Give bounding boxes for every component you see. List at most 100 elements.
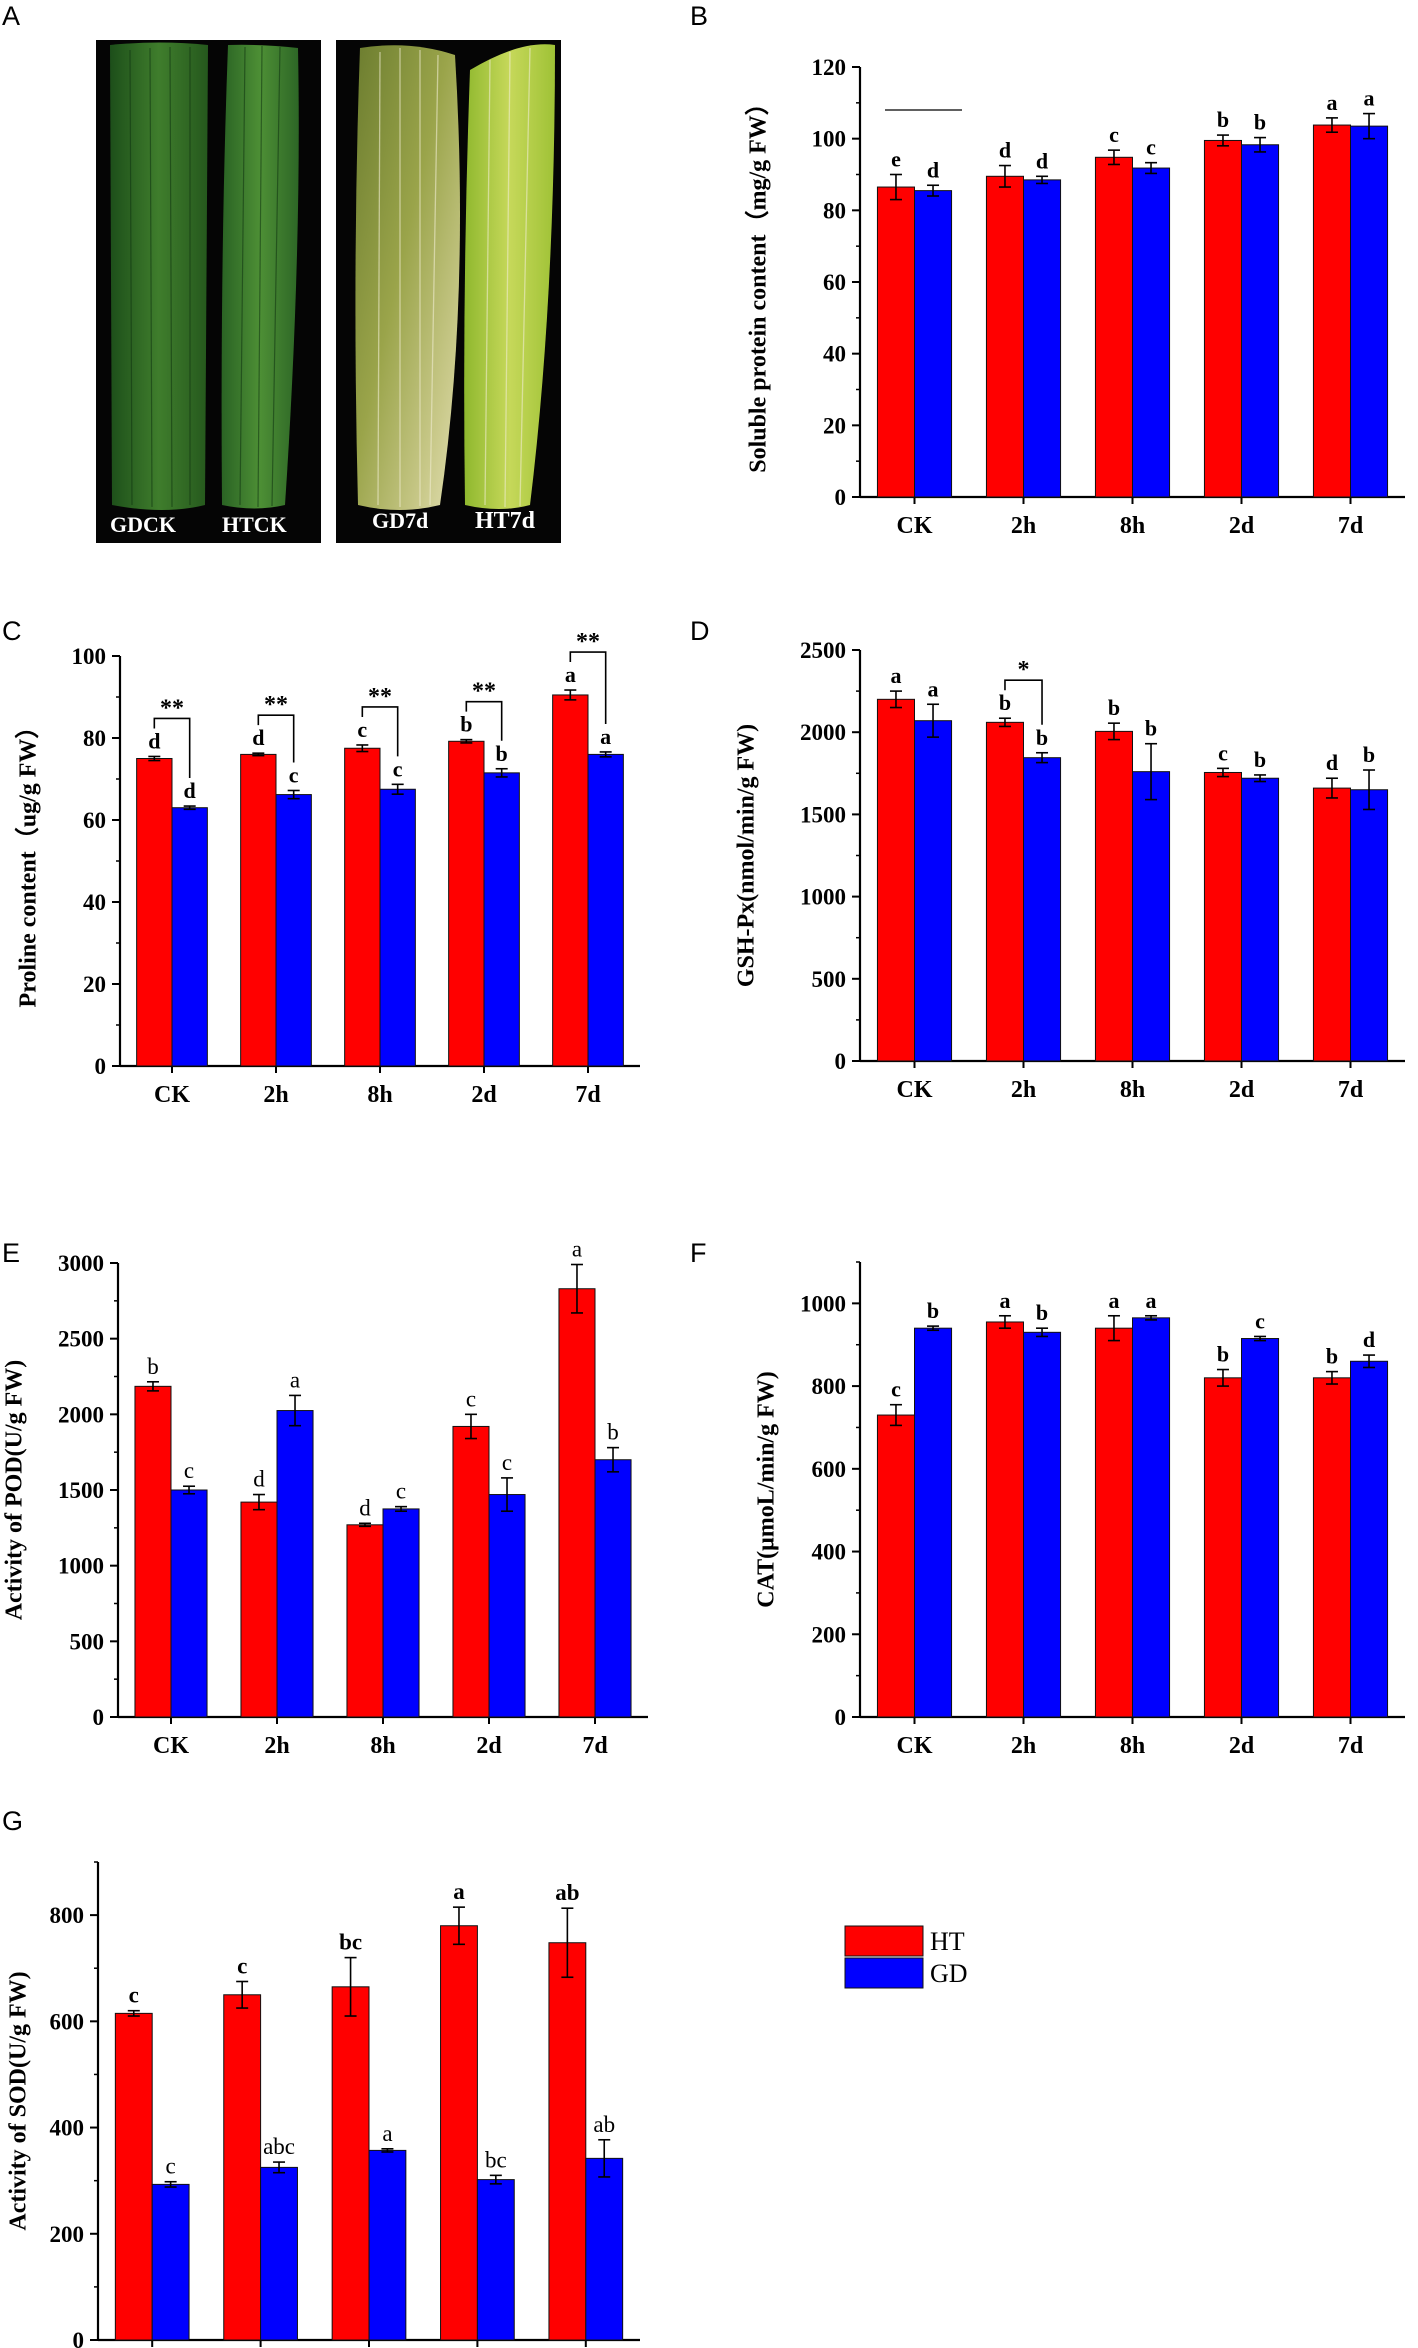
chart-d-y-tick-label: 1000 [800, 885, 846, 910]
chart-c-significance-mark: ** [576, 629, 600, 655]
chart-d-significance-mark: * [1018, 657, 1030, 683]
chart-g-sig-letter: bc [485, 2147, 507, 2172]
chart-b-x-tick-label: 2d [1229, 513, 1255, 539]
chart-e-y-tick-label: 1000 [58, 1554, 104, 1579]
chart-c-bar-gd [275, 794, 312, 1067]
chart-c-significance-mark: ** [264, 692, 288, 718]
chart-b-y-tick-label: 100 [812, 127, 847, 152]
chart-f-sig-letter: b [927, 1298, 939, 1323]
chart-d-bar-gd [1241, 777, 1280, 1062]
chart-e-x-tick-label: 2h [264, 1733, 289, 1759]
chart-g-bar-ht [548, 1942, 587, 2341]
chart-c-y-tick-label: 20 [83, 972, 106, 997]
chart-b-bar-gd [1241, 144, 1280, 498]
chart-b-sig-letter: b [1254, 110, 1266, 135]
chart-b-x-tick-label: 8h [1120, 513, 1145, 539]
chart-b-bar-ht [985, 175, 1025, 498]
chart-g-sig-letter: c [129, 1983, 139, 2008]
chart-e-bar-gd [170, 1489, 208, 1718]
panel-letter-a: A [2, 1, 20, 31]
chart-c-significance-bracket [257, 714, 295, 763]
chart-c-x-tick-label: 2d [471, 1082, 497, 1108]
chart-b-y-tick-label: 60 [823, 270, 846, 295]
chart-c-significance-mark: ** [368, 684, 392, 710]
chart-c-y-tick-label: 100 [72, 644, 107, 669]
chart-c-x-tick-label: 2h [263, 1082, 288, 1108]
chart-b-bar-gd [1023, 179, 1062, 498]
chart-f-bar-gd [914, 1327, 953, 1718]
chart-e-bar-gd [594, 1459, 632, 1718]
chart-e-bar-ht [240, 1501, 278, 1718]
chart-e-y-tick-label: 3000 [58, 1251, 104, 1276]
chart-f-x-tick-label: 7d [1338, 1733, 1364, 1759]
chart-c-sig-letter: c [393, 756, 403, 781]
chart-e-sig-letter: a [290, 1367, 300, 1392]
chart-e-y-tick-label: 1500 [58, 1478, 104, 1503]
chart-g-bar-ht [223, 1994, 262, 2341]
chart-d-y-tick-label: 2000 [800, 720, 846, 745]
chart-b-sig-letter: e [891, 147, 901, 172]
panel-letter-c: C [2, 616, 22, 646]
chart-e-x-tick-label: 2d [476, 1733, 502, 1759]
chart-c-sig-letter: d [148, 728, 160, 753]
chart-d-sig-letter: b [1036, 725, 1048, 750]
chart-c-significance-bracket [361, 706, 399, 757]
chart-b-y-tick-label: 40 [823, 342, 846, 367]
chart-e-y-tick-label: 2500 [58, 1327, 104, 1352]
chart-d-bar-gd [1350, 789, 1389, 1062]
chart-e-sig-letter: b [147, 1354, 159, 1379]
chart-b-sig-letter: c [1109, 122, 1119, 147]
chart-d-y-tick-label: 0 [835, 1049, 847, 1074]
chart-b-y-tick-label: 20 [823, 413, 846, 438]
chart-e-x-tick-label: 8h [370, 1733, 395, 1759]
chart-g-sig-letter: c [166, 2154, 176, 2179]
leaf-gd7d [355, 45, 460, 510]
chart-d-y-tick-label: 500 [812, 967, 847, 992]
chart-d-sig-letter: c [1218, 740, 1228, 765]
chart-d-bar-gd [914, 720, 953, 1062]
chart-e-bar-ht [558, 1288, 596, 1718]
chart-g-bar-gd [260, 2166, 298, 2341]
chart-d-sig-letter: a [890, 663, 901, 688]
chart-d-x-tick-label: 2d [1229, 1077, 1255, 1103]
leaf-label-gdck: GDCK [110, 512, 176, 537]
chart-e-sig-letter: d [359, 1495, 371, 1520]
leaf-label-htck: HTCK [222, 512, 287, 537]
panel-letter-b: B [690, 1, 708, 31]
chart-e-bar-ht [452, 1425, 490, 1718]
chart-c-significance-mark: ** [472, 679, 496, 705]
chart-b-bar-gd [1350, 125, 1389, 498]
chart-g-sig-letter: c [237, 1954, 247, 1979]
chart-d-y-tick-label: 1500 [800, 802, 846, 827]
chart-c-sig-letter: b [496, 741, 508, 766]
chart-f-sig-letter: d [1363, 1327, 1375, 1352]
chart-g-sig-letter: bc [339, 1930, 362, 1955]
chart-g-y-tick-label: 600 [50, 2009, 85, 2034]
chart-c-bar-gd [587, 753, 624, 1067]
chart-c-y-tick-label: 40 [83, 890, 106, 915]
chart-f-bar-gd [1350, 1360, 1389, 1718]
chart-g-sig-letter: ab [593, 2112, 615, 2137]
legend-label-ht: HT [930, 1927, 965, 1956]
chart-e-y-tick-label: 2000 [58, 1402, 104, 1427]
chart-f-y-tick-label: 600 [812, 1457, 847, 1482]
leaf-gdck [110, 42, 208, 510]
chart-f-sig-letter: c [1255, 1308, 1265, 1333]
chart-e-sig-letter: c [466, 1386, 476, 1411]
chart-b-bar-gd [1132, 167, 1171, 498]
chart-f-y-tick-label: 800 [812, 1374, 847, 1399]
chart-g-y-axis-label: Activity of SOD(U/g FW) [6, 1971, 32, 2230]
chart-d-bar-ht [1094, 730, 1133, 1062]
chart-f-x-tick-label: 2d [1229, 1733, 1255, 1759]
chart-c-bar-ht [344, 747, 381, 1067]
chart-d-significance-bracket [1004, 679, 1043, 725]
chart-d-bar-ht [1312, 787, 1351, 1062]
chart-f-y-tick-label: 200 [812, 1622, 847, 1647]
legend-swatch-ht [844, 1925, 924, 1957]
chart-e-x-tick-label: 7d [582, 1733, 608, 1759]
chart-d-x-tick-label: CK [897, 1077, 933, 1103]
chart-c-sig-letter: d [184, 778, 196, 803]
chart-e-sig-letter: d [253, 1467, 265, 1492]
chart-g-bar-gd [476, 2179, 515, 2341]
